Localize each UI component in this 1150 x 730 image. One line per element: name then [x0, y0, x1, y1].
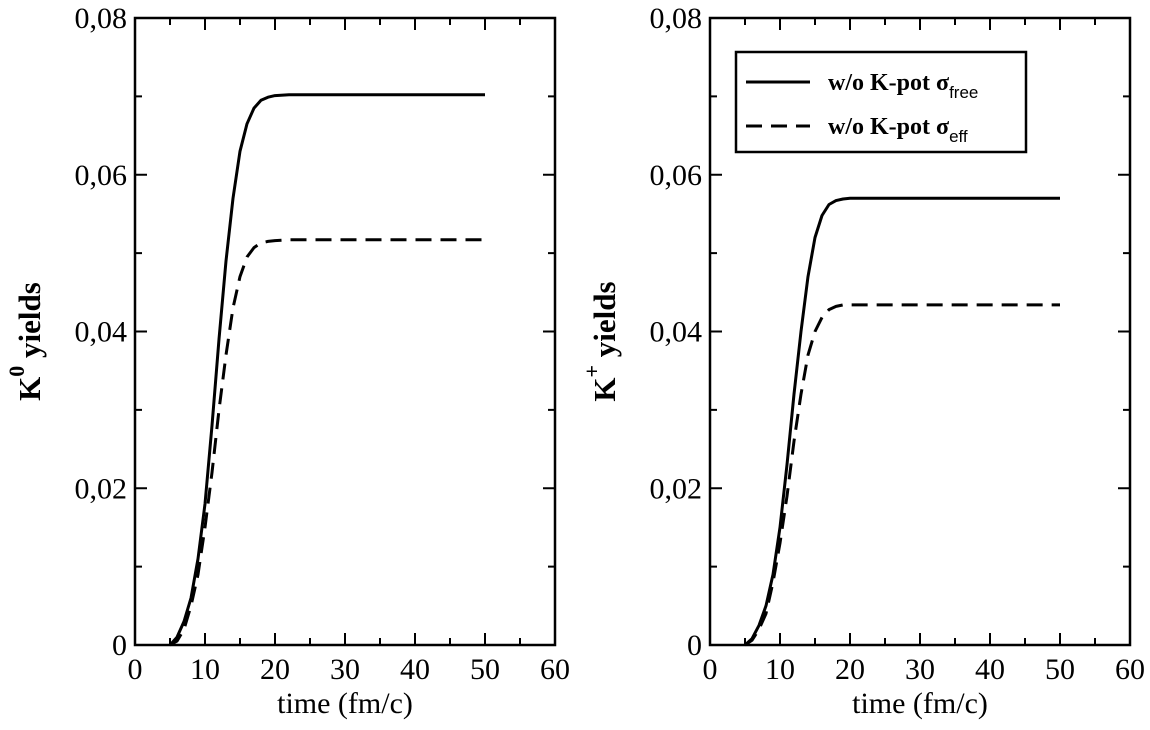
legend-box	[734, 50, 1028, 154]
panel1-ylabel: K0 yields	[4, 282, 47, 401]
legend-label-main: w/o K-pot σ	[828, 70, 949, 96]
panel2-xtick-label: 50	[1045, 653, 1075, 686]
panel2: 0 10 20 30 40 50 60 0 0,02 0,04 0,06 0,08 time (fm/c…	[579, 2, 1145, 720]
panel2-xlabel: time (fm/c)	[852, 687, 988, 720]
panel2-ylabel-rest: yields	[587, 281, 622, 365]
panel1-series-solid-line	[168, 93, 485, 647]
panel2-ylabel: K+ yields	[579, 281, 622, 401]
panel1-xtick-label: 50	[470, 653, 500, 686]
panel1-xtick-label: 0	[128, 653, 143, 686]
legend-label-dashed: w/o K-pot σeff	[828, 114, 968, 146]
panel1-xtick-label: 10	[190, 653, 220, 686]
panel2-ytick-label: 0,02	[650, 472, 703, 505]
panel1-ytick-label: 0,04	[75, 316, 128, 349]
panel2-ytick-label: 0	[687, 629, 702, 662]
legend-label-sub: free	[949, 83, 978, 102]
panel1-xlabel: time (fm/c)	[277, 687, 413, 720]
panel2-ytick-label: 0,04	[650, 316, 703, 349]
panel1-xtick-label: 60	[540, 653, 570, 686]
panel2-ylabel-sup: +	[579, 365, 604, 378]
panel2-xtick-label: 30	[905, 653, 935, 686]
panel1-ytick-label: 0,02	[75, 472, 128, 505]
panel1-ytick-label: 0,08	[75, 2, 128, 35]
panel2-ytick-label: 0,06	[650, 159, 703, 192]
legend-label-solid: w/o K-pot σfree	[828, 70, 978, 102]
panel2-ytick-label: 0,08	[650, 2, 703, 35]
panel1-ylabel-base: K	[12, 377, 47, 401]
panel2-xtick-label: 0	[703, 653, 718, 686]
panel1: 0 10 20 30 40 50 60 0 0,02 0,04 0,06 0,08 time (fm/c…	[4, 2, 570, 720]
panel1-xtick-label: 30	[330, 653, 360, 686]
panel1-ytick-label: 0,06	[75, 159, 128, 192]
panel1-ylabel-rest: yields	[12, 282, 47, 366]
legend-label-main: w/o K-pot σ	[828, 114, 949, 140]
panel1-xtick-label: 40	[400, 653, 430, 686]
panel2-ylabel-base: K	[587, 377, 622, 401]
panel1-xtick-label: 20	[260, 653, 290, 686]
panel2-series-solid-line	[743, 196, 1060, 647]
panel2-xtick-label: 60	[1115, 653, 1145, 686]
panel2-series-dashed-line	[744, 303, 1060, 647]
legend-label-sub: eff	[949, 127, 968, 146]
panel2-xtick-label: 40	[975, 653, 1005, 686]
panel2-xtick-label: 10	[765, 653, 795, 686]
panel1-ytick-label: 0	[112, 629, 127, 662]
panel1-series-dashed-line	[169, 238, 485, 647]
panel2-xtick-label: 20	[835, 653, 865, 686]
panel1-ylabel-sup: 0	[4, 366, 29, 377]
